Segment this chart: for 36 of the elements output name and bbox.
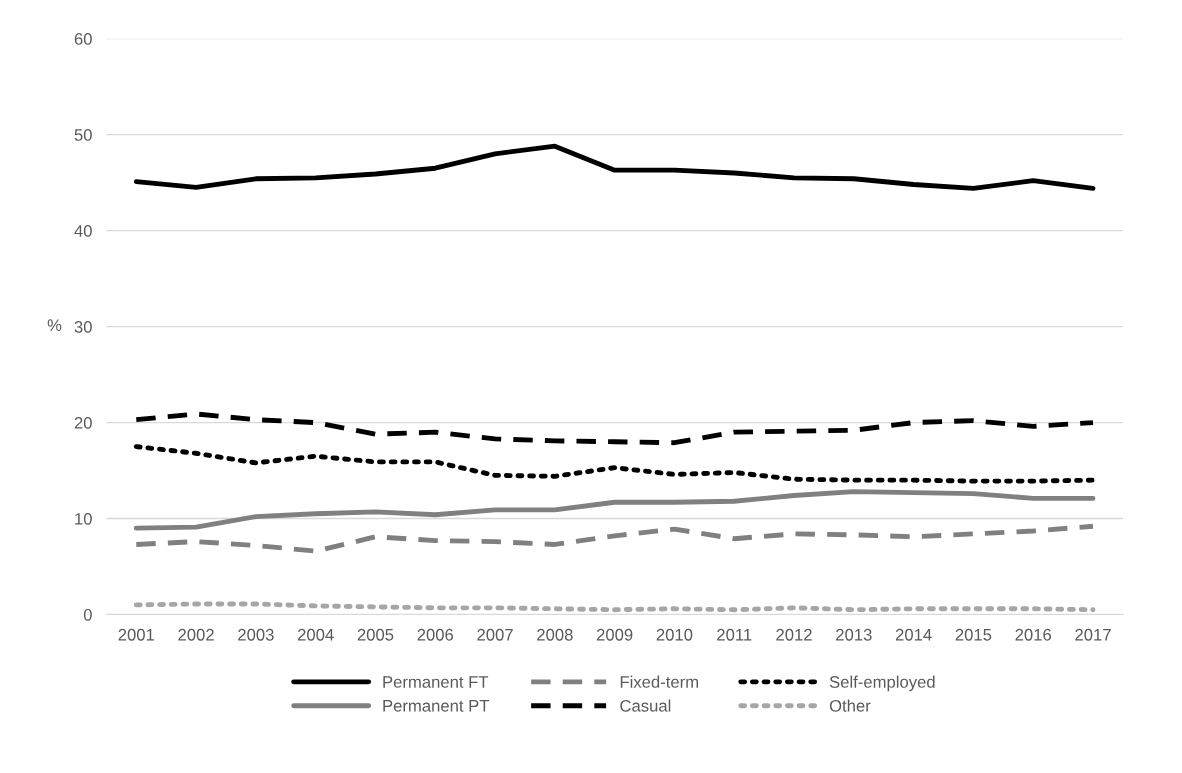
y-tick-label: 40 — [74, 225, 92, 237]
x-tick-label: 2006 — [417, 628, 454, 641]
x-tick-label: 2004 — [297, 628, 334, 641]
x-tick-label: 2011 — [717, 628, 752, 641]
line-series — [133, 489, 1096, 531]
y-tick-label: 0 — [83, 608, 92, 621]
legend-label: Permanent FT — [383, 676, 489, 688]
x-tick-label: 2009 — [596, 628, 633, 641]
x-tick-label: 2014 — [895, 628, 932, 641]
x-tick-label: 2016 — [1015, 628, 1052, 641]
line-series — [133, 411, 1096, 446]
legend-label: Permanent PT — [383, 700, 490, 712]
x-tick-label: 2003 — [238, 628, 274, 641]
legend-label: Self-employed — [829, 675, 935, 692]
x-tick-label: 2017 — [1075, 628, 1111, 641]
x-tick-label: 2005 — [357, 628, 394, 641]
legend-label: Other — [829, 699, 871, 712]
line-series — [133, 523, 1096, 554]
y-tick-label: 50 — [74, 129, 92, 141]
x-tick-label: 2007 — [477, 628, 513, 641]
y-tick-label: 20 — [74, 416, 92, 429]
x-tick-label: 2015 — [955, 628, 992, 641]
line-series — [133, 444, 1096, 484]
line-series — [133, 143, 1096, 191]
x-tick-label: 2001 — [118, 628, 154, 641]
y-tick-label: 10 — [75, 512, 92, 525]
x-tick-label: 2013 — [836, 628, 872, 641]
y-axis-title: % — [47, 319, 62, 331]
x-tick-label: 2012 — [776, 628, 812, 641]
x-tick-label: 2002 — [178, 628, 214, 641]
legend-label: Casual — [620, 699, 671, 712]
legend-label: Fixed-term — [620, 675, 698, 688]
y-tick-label: 60 — [74, 33, 92, 45]
x-tick-label: 2008 — [537, 628, 573, 641]
y-tick-label: 30 — [74, 320, 92, 333]
x-tick-label: 2010 — [656, 628, 693, 641]
